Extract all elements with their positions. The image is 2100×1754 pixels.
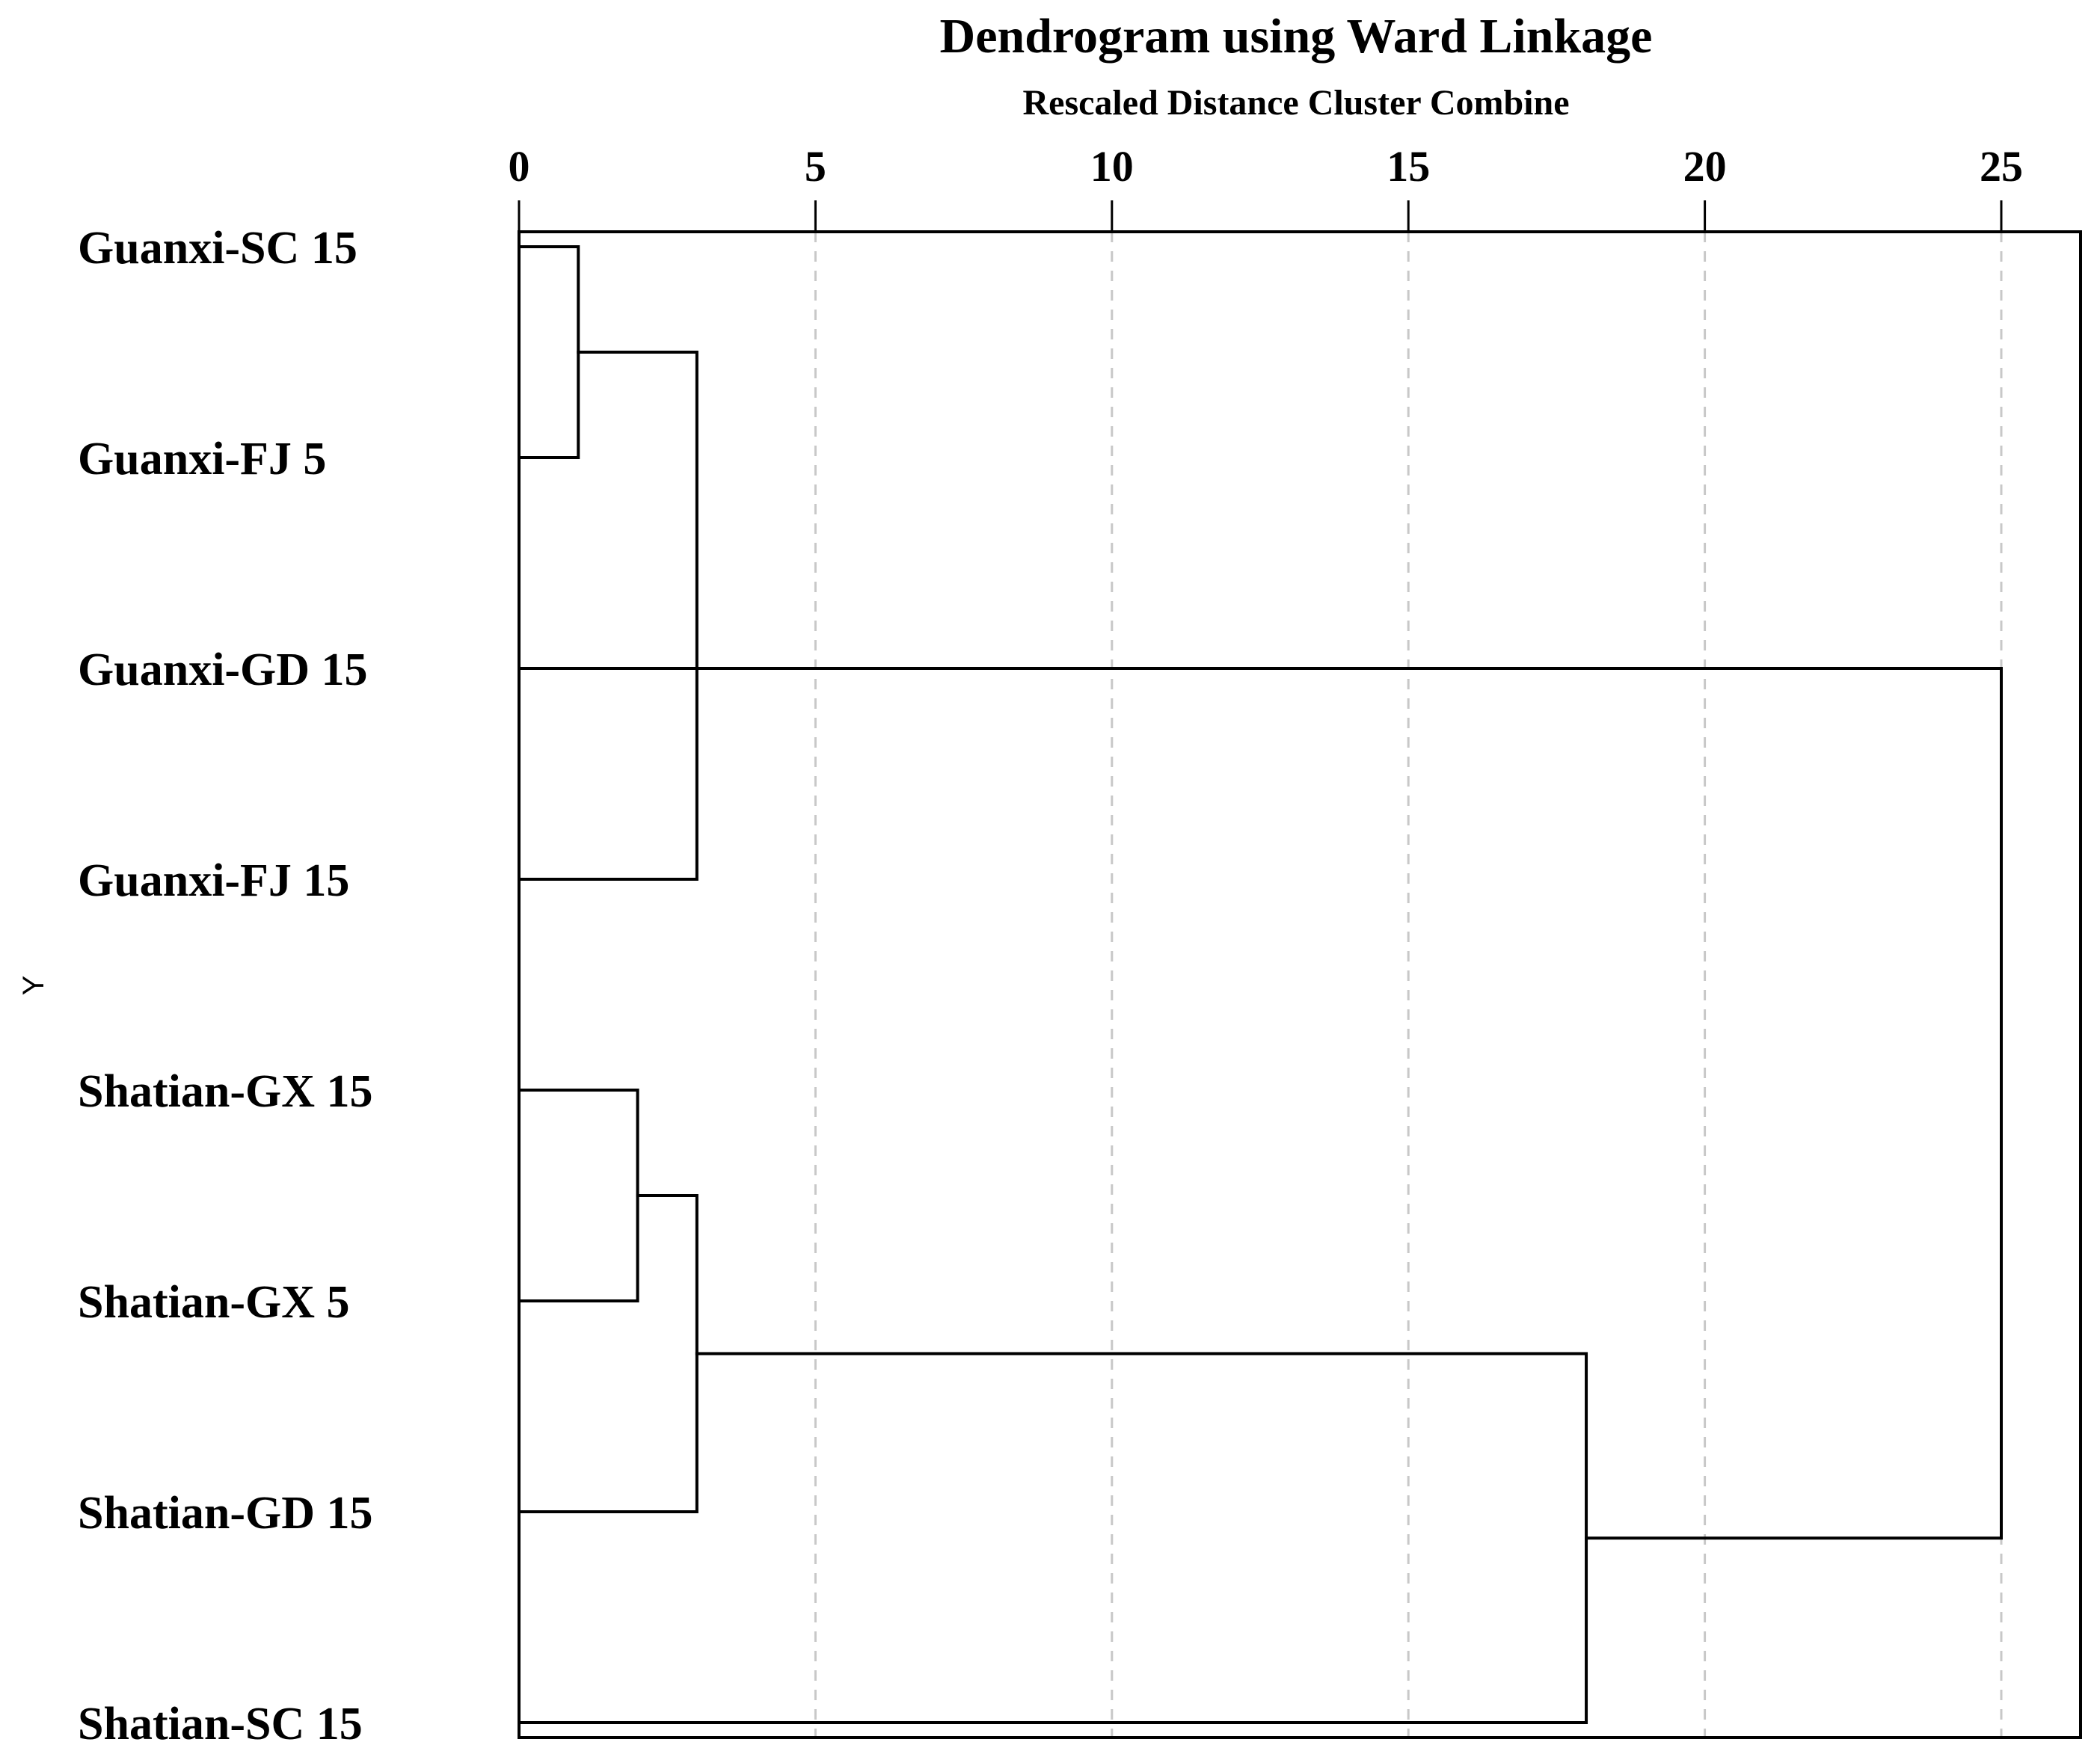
merge-link-c2 <box>518 1089 639 1302</box>
leaf-label-guanxi-fj-5: Guanxi-FJ 5 <box>78 434 326 484</box>
merge-link-c3 <box>518 351 699 881</box>
merge-link-c1 <box>518 245 580 459</box>
leaf-label-guanxi-fj-15: Guanxi-FJ 15 <box>78 855 349 906</box>
y-axis-label: Y <box>17 976 50 996</box>
x-tick-label: 5 <box>805 142 826 191</box>
x-tick-label: 15 <box>1387 142 1430 191</box>
merge-link-c4 <box>518 1194 699 1513</box>
x-tick-label: 0 <box>509 142 530 191</box>
merge-link-c5 <box>518 1352 1588 1724</box>
plot-frame <box>518 230 2082 1739</box>
x-axis-ticks: 0 5 10 15 20 25 <box>509 142 2023 232</box>
merge-link-c6 <box>518 667 2003 1540</box>
leaf-label-shatian-sc-15: Shatian-SC 15 <box>78 1699 363 1750</box>
leaf-labels: Guanxi-SC 15 Guanxi-FJ 5 Guanxi-GD 15 Guanx… <box>78 223 372 1750</box>
x-tick-label: 20 <box>1683 142 1727 191</box>
dendrogram-links <box>518 232 2003 1738</box>
leaf-label-shatian-gx-5: Shatian-GX 5 <box>78 1277 349 1328</box>
chart-subtitle: Rescaled Distance Cluster Combine <box>1022 83 1569 123</box>
x-tick-label: 10 <box>1090 142 1134 191</box>
x-tick-label: 25 <box>1980 142 2023 191</box>
grid-lines <box>814 232 2003 1738</box>
leaf-label-guanxi-gd-15: Guanxi-GD 15 <box>78 644 368 695</box>
leaf-label-shatian-gd-15: Shatian-GD 15 <box>78 1488 372 1539</box>
leaf-label-guanxi-sc-15: Guanxi-SC 15 <box>78 223 357 274</box>
chart-title: Dendrogram using Ward Linkage <box>940 9 1653 64</box>
leaf-label-shatian-gx-15: Shatian-GX 15 <box>78 1066 372 1117</box>
